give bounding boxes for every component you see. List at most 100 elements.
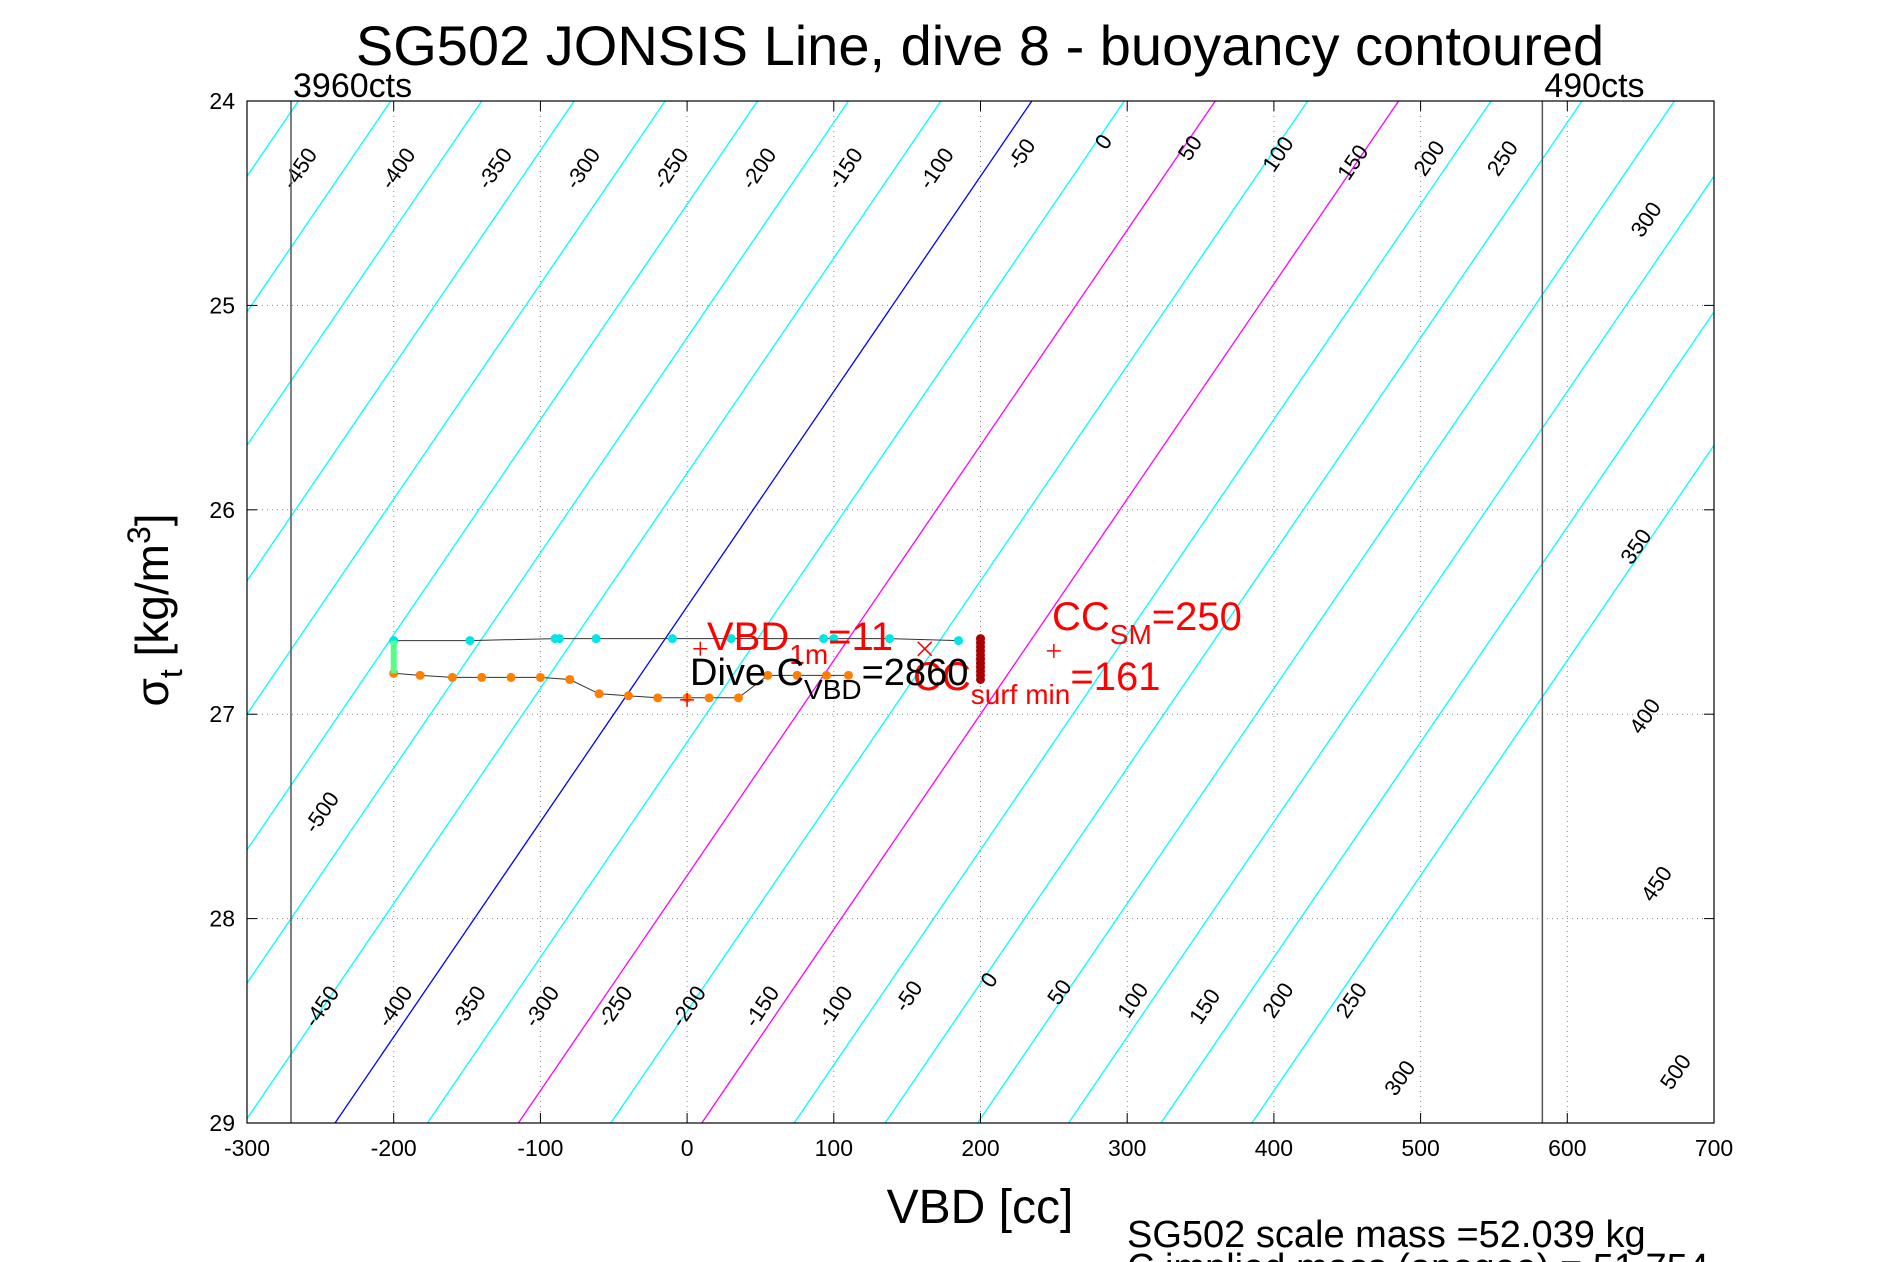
buoyancy-contours (0, 101, 1714, 1123)
x-tick-label: 400 (1255, 1135, 1293, 1161)
series-point (953, 636, 963, 646)
x-tick-label: 700 (1695, 1135, 1733, 1161)
contour-line (884, 101, 1583, 1123)
contour-line (247, 101, 850, 985)
vbd-limit-label: 3960cts (293, 67, 412, 105)
series-point (565, 674, 575, 684)
series-point (726, 634, 736, 644)
series-point (447, 672, 457, 682)
contour-line (610, 101, 1309, 1123)
annotation-vbd-1m-value: =11 (828, 615, 893, 659)
contour-line (977, 101, 1675, 1123)
vbd-limit-lines: 3960cts 490cts (290, 67, 1645, 1123)
contour-line (1160, 310, 1714, 1123)
chart-title: SG502 JONSIS Line, dive 8 - buoyancy con… (356, 14, 1604, 77)
contour-line (247, 101, 575, 582)
contour-line (247, 101, 942, 1120)
series-point (821, 670, 831, 680)
series-point (554, 634, 564, 644)
y-axis-label-units: [kg/m (126, 544, 178, 656)
marker-plus (693, 641, 708, 656)
annotation-cc-surf-min-value: =161 (1070, 655, 1160, 699)
series-point (885, 634, 895, 644)
series-point (843, 670, 853, 680)
annotation-cc-surf-min-sub: surf min (971, 679, 1071, 710)
x-tick-label: -200 (371, 1135, 417, 1161)
series-point (591, 634, 601, 644)
y-tick-label: 26 (209, 497, 235, 523)
x-tick-label: 0 (681, 1135, 694, 1161)
contour-line (517, 101, 1216, 1123)
contour-line (247, 101, 392, 314)
x-axis-label: VBD [cc] (887, 1181, 1074, 1234)
contour-line (334, 101, 1033, 1123)
data-series (389, 634, 1061, 707)
y-axis-label: σt [kg/m3] (121, 513, 189, 706)
x-tick-label: 600 (1548, 1135, 1586, 1161)
x-tick-label: 100 (815, 1135, 853, 1161)
series-point (829, 634, 839, 644)
y-tick-label: 24 (209, 88, 235, 114)
y-tick-label: 25 (209, 292, 235, 318)
series-point (792, 670, 802, 680)
y-axis-label-sub: t (153, 669, 189, 678)
marker-plus (1046, 643, 1061, 658)
series-point (465, 636, 475, 646)
annotation-dive-c-main: Dive C (690, 652, 804, 694)
contour-line (793, 101, 1492, 1123)
contour-line (1067, 175, 1714, 1123)
annotation-vbd-1m-main: VBD (707, 615, 789, 659)
marker-x (917, 641, 933, 657)
series-point (623, 691, 633, 701)
series-point (653, 693, 663, 703)
gridlines (247, 101, 1714, 1123)
contour-line (247, 101, 759, 851)
annotation-dive-c-value: =2860 (862, 652, 969, 694)
series-point (667, 634, 677, 644)
contour-line (247, 101, 666, 716)
annotation-vbd-1m-sub: 1m (789, 639, 828, 670)
x-tick-label: -300 (224, 1135, 270, 1161)
series-point (733, 693, 743, 703)
series-point (415, 670, 425, 680)
annotation-cc-sm: CCSM=250 (1052, 595, 1242, 650)
series-point (763, 670, 773, 680)
series-point (477, 672, 487, 682)
annotation-cc-surf-min: CCsurf min=161 (913, 655, 1160, 710)
contour-line (426, 101, 1125, 1123)
vbd-limit-label: 490cts (1544, 67, 1644, 105)
annotation-dive-c-sub: VBD (804, 674, 862, 705)
annotation-scale-mass: SG502 scale mass =52.039 kg (1127, 1214, 1646, 1256)
series-point (976, 674, 985, 684)
axis-ticks: -300 -200 -100 0 100 200 300 400 500 600 700 24 25 26… (209, 88, 1733, 1161)
annotation-cc-sm-main: CC (1052, 595, 1110, 639)
y-axis-label-symbol: σ (126, 678, 178, 706)
annotation-cc-sm-sub: SM (1110, 619, 1152, 650)
y-tick-label: 29 (209, 1110, 235, 1136)
contour-line (0, 101, 115, 1123)
y-tick-label: 27 (209, 701, 235, 727)
y-tick-label: 28 (209, 906, 235, 932)
series-point (819, 634, 829, 644)
contour-line (247, 101, 483, 447)
annotation-cc-surf-min-main: CC (913, 655, 971, 699)
annotation-vbd-1m: VBD1m=11 (707, 615, 893, 670)
y-axis-label-units-sup: 3 (121, 526, 157, 544)
contour-line (1251, 444, 1714, 1123)
marker-plus (680, 692, 695, 707)
series-point (535, 672, 545, 682)
annotation-dive-c-vbd: Dive CVBD=2860 (690, 652, 968, 705)
contour-line (701, 101, 1400, 1123)
annotation-implied-mass: C implied mass (apogee) = 51.754 (1127, 1247, 1709, 1262)
series-point (704, 693, 714, 703)
y-axis-label-units-close: ] (126, 513, 178, 526)
series-point (506, 672, 516, 682)
series-point (594, 689, 604, 699)
x-tick-label: -100 (517, 1135, 563, 1161)
x-tick-label: 500 (1401, 1135, 1439, 1161)
x-tick-label: 300 (1108, 1135, 1146, 1161)
x-tick-label: 200 (961, 1135, 999, 1161)
svg-text:σt [kg/m3]: σt [kg/m3] (121, 513, 189, 706)
annotation-cc-sm-value: =250 (1152, 595, 1242, 639)
